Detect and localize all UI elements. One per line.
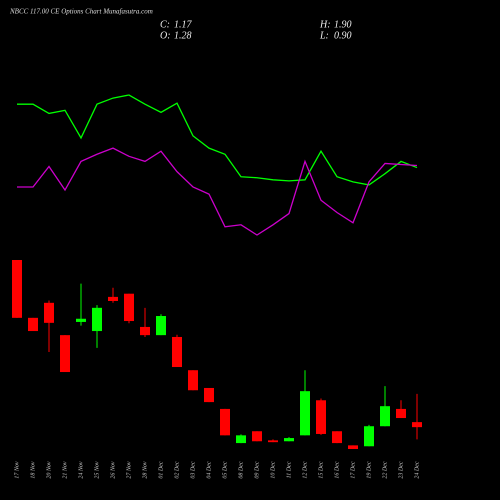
x-tick-label: 10 Dec <box>270 461 276 478</box>
candle-body <box>316 400 326 434</box>
candle-body <box>412 422 422 428</box>
readout-value: 0.90 <box>334 30 352 41</box>
x-tick-label: 04 Dec <box>205 461 212 478</box>
readout-label: L: <box>319 30 329 41</box>
candle-body <box>172 336 182 368</box>
candle-body <box>204 387 214 403</box>
candle-body <box>300 391 310 436</box>
candle-body <box>332 431 342 444</box>
x-tick-label: 24 Dec <box>413 461 420 478</box>
x-tick-label: 12 Dec <box>302 461 308 478</box>
candle-body <box>44 302 54 323</box>
x-tick-label: 15 Dec <box>318 461 324 478</box>
x-tick-label: 28 Nov <box>142 461 148 479</box>
candle-body <box>108 296 118 301</box>
x-tick-label: 11 Dec <box>286 461 292 478</box>
indicator-line <box>17 147 418 236</box>
x-tick-label: 19 Dec <box>366 461 372 478</box>
candle-body <box>76 318 86 322</box>
candle-body <box>364 426 374 447</box>
candle-body <box>396 408 406 419</box>
x-tick-label: 16 Dec <box>334 461 340 478</box>
readout-label: H: <box>319 19 331 30</box>
x-tick-label: 22 Dec <box>382 461 388 478</box>
candle-body <box>28 317 38 332</box>
x-tick-label: 02 Dec <box>174 461 180 478</box>
candle-body <box>92 307 102 332</box>
readout-label: O: <box>160 30 171 41</box>
x-tick-label: 09 Dec <box>254 461 260 478</box>
candle-body <box>348 445 358 449</box>
chart-title: NBCC 117.00 CE Options Chart Munafasutra… <box>9 8 153 16</box>
candle-body <box>380 406 390 427</box>
candle-body <box>124 293 134 322</box>
x-tick-label: 05 Dec <box>222 461 228 478</box>
readout-label: C: <box>160 19 170 30</box>
x-tick-label: 03 Dec <box>190 461 196 478</box>
candle-body <box>236 435 246 444</box>
candle-body <box>140 326 150 336</box>
x-tick-label: 23 Dec <box>398 461 404 478</box>
x-tick-label: 24 Nov <box>77 461 84 479</box>
candle-body <box>268 440 278 443</box>
x-tick-label: 08 Dec <box>238 461 244 478</box>
readout-value: 1.90 <box>334 19 352 30</box>
candle-body <box>12 260 22 318</box>
x-tick-label: 26 Nov <box>110 461 116 479</box>
readout-value: 1.17 <box>174 19 193 30</box>
x-tick-label: 21 Nov <box>62 461 68 479</box>
indicator-line <box>17 94 418 186</box>
x-tick-label: 25 Nov <box>94 461 100 479</box>
candle-body <box>156 316 166 336</box>
candle-body <box>220 408 230 436</box>
candle-body <box>188 370 198 391</box>
x-tick-label: 27 Nov <box>126 461 132 479</box>
x-tick-label: 18 Nov <box>30 461 36 479</box>
x-tick-label: 20 Nov <box>46 461 52 479</box>
x-tick-label: 17 Nov <box>14 461 20 479</box>
x-tick-label: 17 Dec <box>350 461 356 478</box>
x-tick-label: 01 Dec <box>158 461 164 478</box>
candle-body <box>60 335 70 373</box>
candle-body <box>252 431 262 442</box>
readout-value: 1.28 <box>174 30 192 41</box>
candle-body <box>284 438 294 442</box>
